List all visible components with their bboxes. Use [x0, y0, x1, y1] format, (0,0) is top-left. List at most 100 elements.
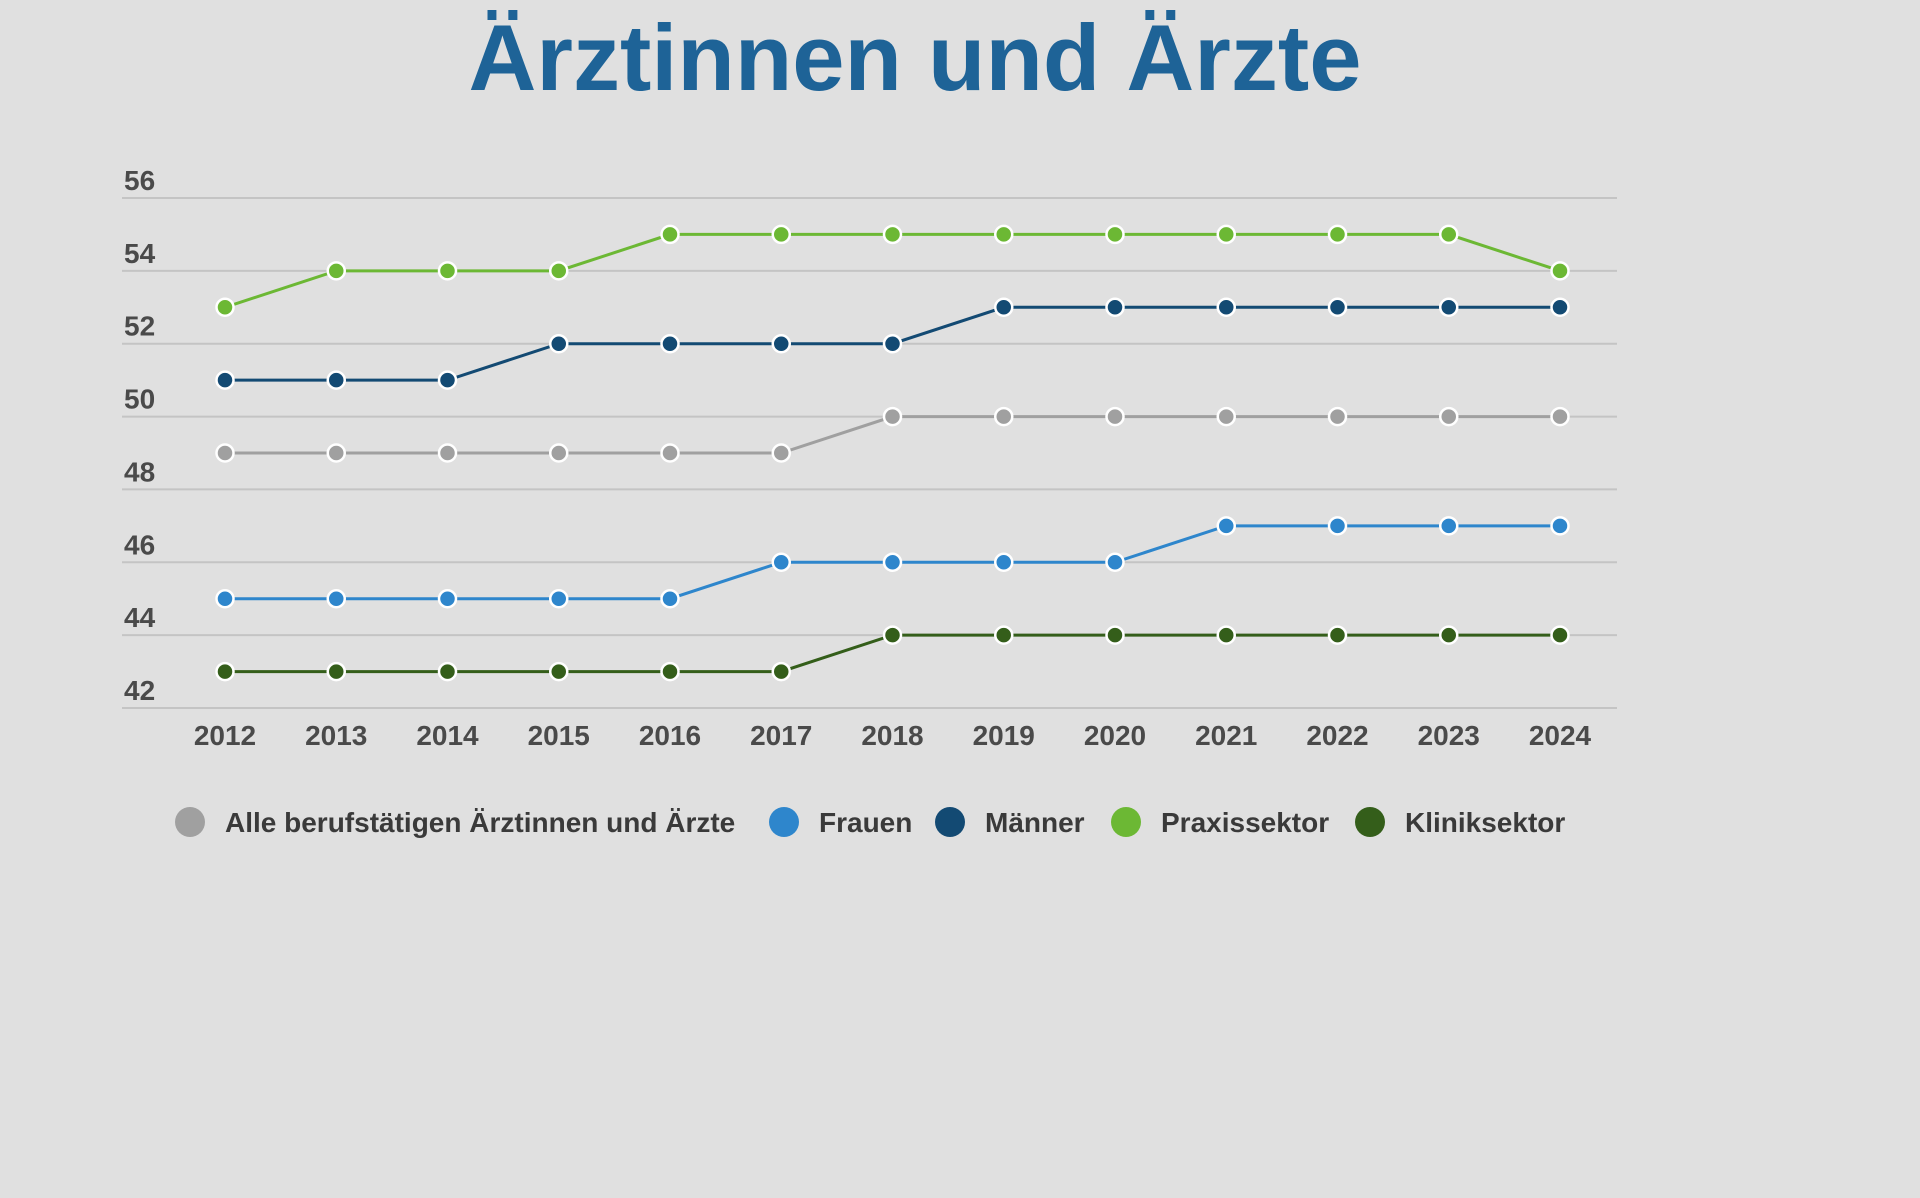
data-point — [326, 661, 346, 682]
legend-item[interactable]: Männer — [935, 807, 1085, 838]
data-point — [771, 443, 791, 463]
legend-item[interactable]: Kliniksektor — [1355, 807, 1565, 838]
data-point — [437, 443, 458, 463]
data-point — [994, 625, 1014, 645]
y-tick-label: 48 — [124, 456, 155, 487]
data-point — [1439, 516, 1459, 536]
data-point — [1105, 406, 1125, 427]
data-point — [549, 333, 569, 354]
chart-title: Ärztinnen und Ärzte — [469, 5, 1362, 110]
data-point — [549, 443, 569, 463]
data-point — [1327, 406, 1348, 427]
data-point — [1216, 516, 1236, 536]
legend-item[interactable]: Praxissektor — [1111, 807, 1329, 838]
y-tick-label: 44 — [124, 602, 156, 633]
data-point — [1216, 297, 1236, 318]
series-0 — [215, 406, 1570, 463]
data-point — [1550, 625, 1570, 645]
data-point — [1105, 297, 1125, 318]
data-point — [882, 333, 903, 354]
data-point — [437, 261, 458, 281]
legend-label: Kliniksektor — [1405, 807, 1565, 838]
data-point — [660, 443, 680, 463]
x-tick-label: 2024 — [1529, 720, 1592, 751]
series-group — [215, 224, 1570, 682]
data-point — [1105, 224, 1125, 245]
data-point — [660, 661, 680, 682]
data-point — [994, 552, 1014, 573]
x-tick-label: 2012 — [194, 720, 256, 751]
data-point — [771, 224, 791, 245]
data-point — [326, 443, 346, 463]
x-tick-label: 2014 — [416, 720, 479, 751]
y-tick-label: 54 — [124, 238, 156, 269]
y-axis-ticks: 56 54 52 50 48 46 44 42 — [124, 165, 156, 706]
legend: Alle berufstätigen Ärztinnen und Ärzte Fr… — [175, 807, 1565, 838]
data-point — [215, 297, 235, 318]
data-point — [326, 370, 346, 390]
data-point — [994, 406, 1014, 427]
data-point — [660, 588, 680, 609]
data-point — [549, 661, 569, 682]
data-point — [882, 552, 903, 573]
y-tick-label: 56 — [124, 165, 155, 196]
x-tick-label: 2018 — [861, 720, 923, 751]
series-2 — [215, 297, 1570, 390]
x-tick-label: 2016 — [639, 720, 701, 751]
legend-item[interactable]: Alle berufstätigen Ärztinnen und Ärzte — [175, 807, 735, 838]
x-tick-label: 2021 — [1195, 720, 1257, 751]
legend-marker — [935, 807, 965, 837]
y-tick-label: 42 — [124, 675, 155, 706]
x-tick-label: 2022 — [1306, 720, 1368, 751]
data-point — [1439, 224, 1459, 245]
data-point — [1550, 297, 1570, 318]
legend-marker — [769, 807, 799, 837]
data-point — [882, 406, 903, 427]
data-point — [549, 261, 569, 281]
data-point — [437, 370, 458, 390]
legend-marker — [1111, 807, 1141, 837]
legend-label: Praxissektor — [1161, 807, 1329, 838]
legend-label: Frauen — [819, 807, 912, 838]
y-tick-label: 50 — [124, 384, 155, 415]
x-tick-label: 2015 — [528, 720, 590, 751]
data-point — [326, 261, 346, 281]
data-point — [1550, 261, 1570, 281]
series-3 — [215, 224, 1570, 318]
data-point — [326, 588, 346, 609]
data-point — [437, 588, 458, 609]
series-1 — [215, 516, 1570, 609]
data-point — [1439, 297, 1459, 318]
data-point — [1216, 625, 1236, 645]
data-point — [994, 224, 1014, 245]
legend-label: Alle berufstätigen Ärztinnen und Ärzte — [225, 807, 735, 838]
data-point — [994, 297, 1014, 318]
data-point — [215, 370, 235, 390]
data-point — [1216, 224, 1236, 245]
data-point — [1216, 406, 1236, 427]
x-tick-label: 2023 — [1418, 720, 1480, 751]
legend-marker — [175, 807, 205, 837]
data-point — [1550, 406, 1570, 427]
legend-item[interactable]: Frauen — [769, 807, 912, 838]
data-point — [1327, 224, 1348, 245]
x-tick-label: 2013 — [305, 720, 367, 751]
data-point — [215, 588, 235, 609]
data-point — [1439, 625, 1459, 645]
data-point — [660, 224, 680, 245]
x-tick-label: 2017 — [750, 720, 812, 751]
x-tick-label: 2019 — [973, 720, 1035, 751]
data-point — [771, 552, 791, 573]
x-axis-ticks: 2012 2013 2014 2015 2016 2017 2018 2019 2020 2021… — [194, 720, 1592, 751]
x-tick-label: 2020 — [1084, 720, 1146, 751]
data-point — [215, 443, 235, 463]
legend-marker — [1355, 807, 1385, 837]
data-point — [1550, 516, 1570, 536]
data-point — [1327, 297, 1348, 318]
data-point — [215, 661, 235, 682]
y-tick-label: 52 — [124, 311, 155, 342]
data-point — [882, 625, 903, 645]
data-point — [1105, 625, 1125, 645]
legend-label: Männer — [985, 807, 1085, 838]
